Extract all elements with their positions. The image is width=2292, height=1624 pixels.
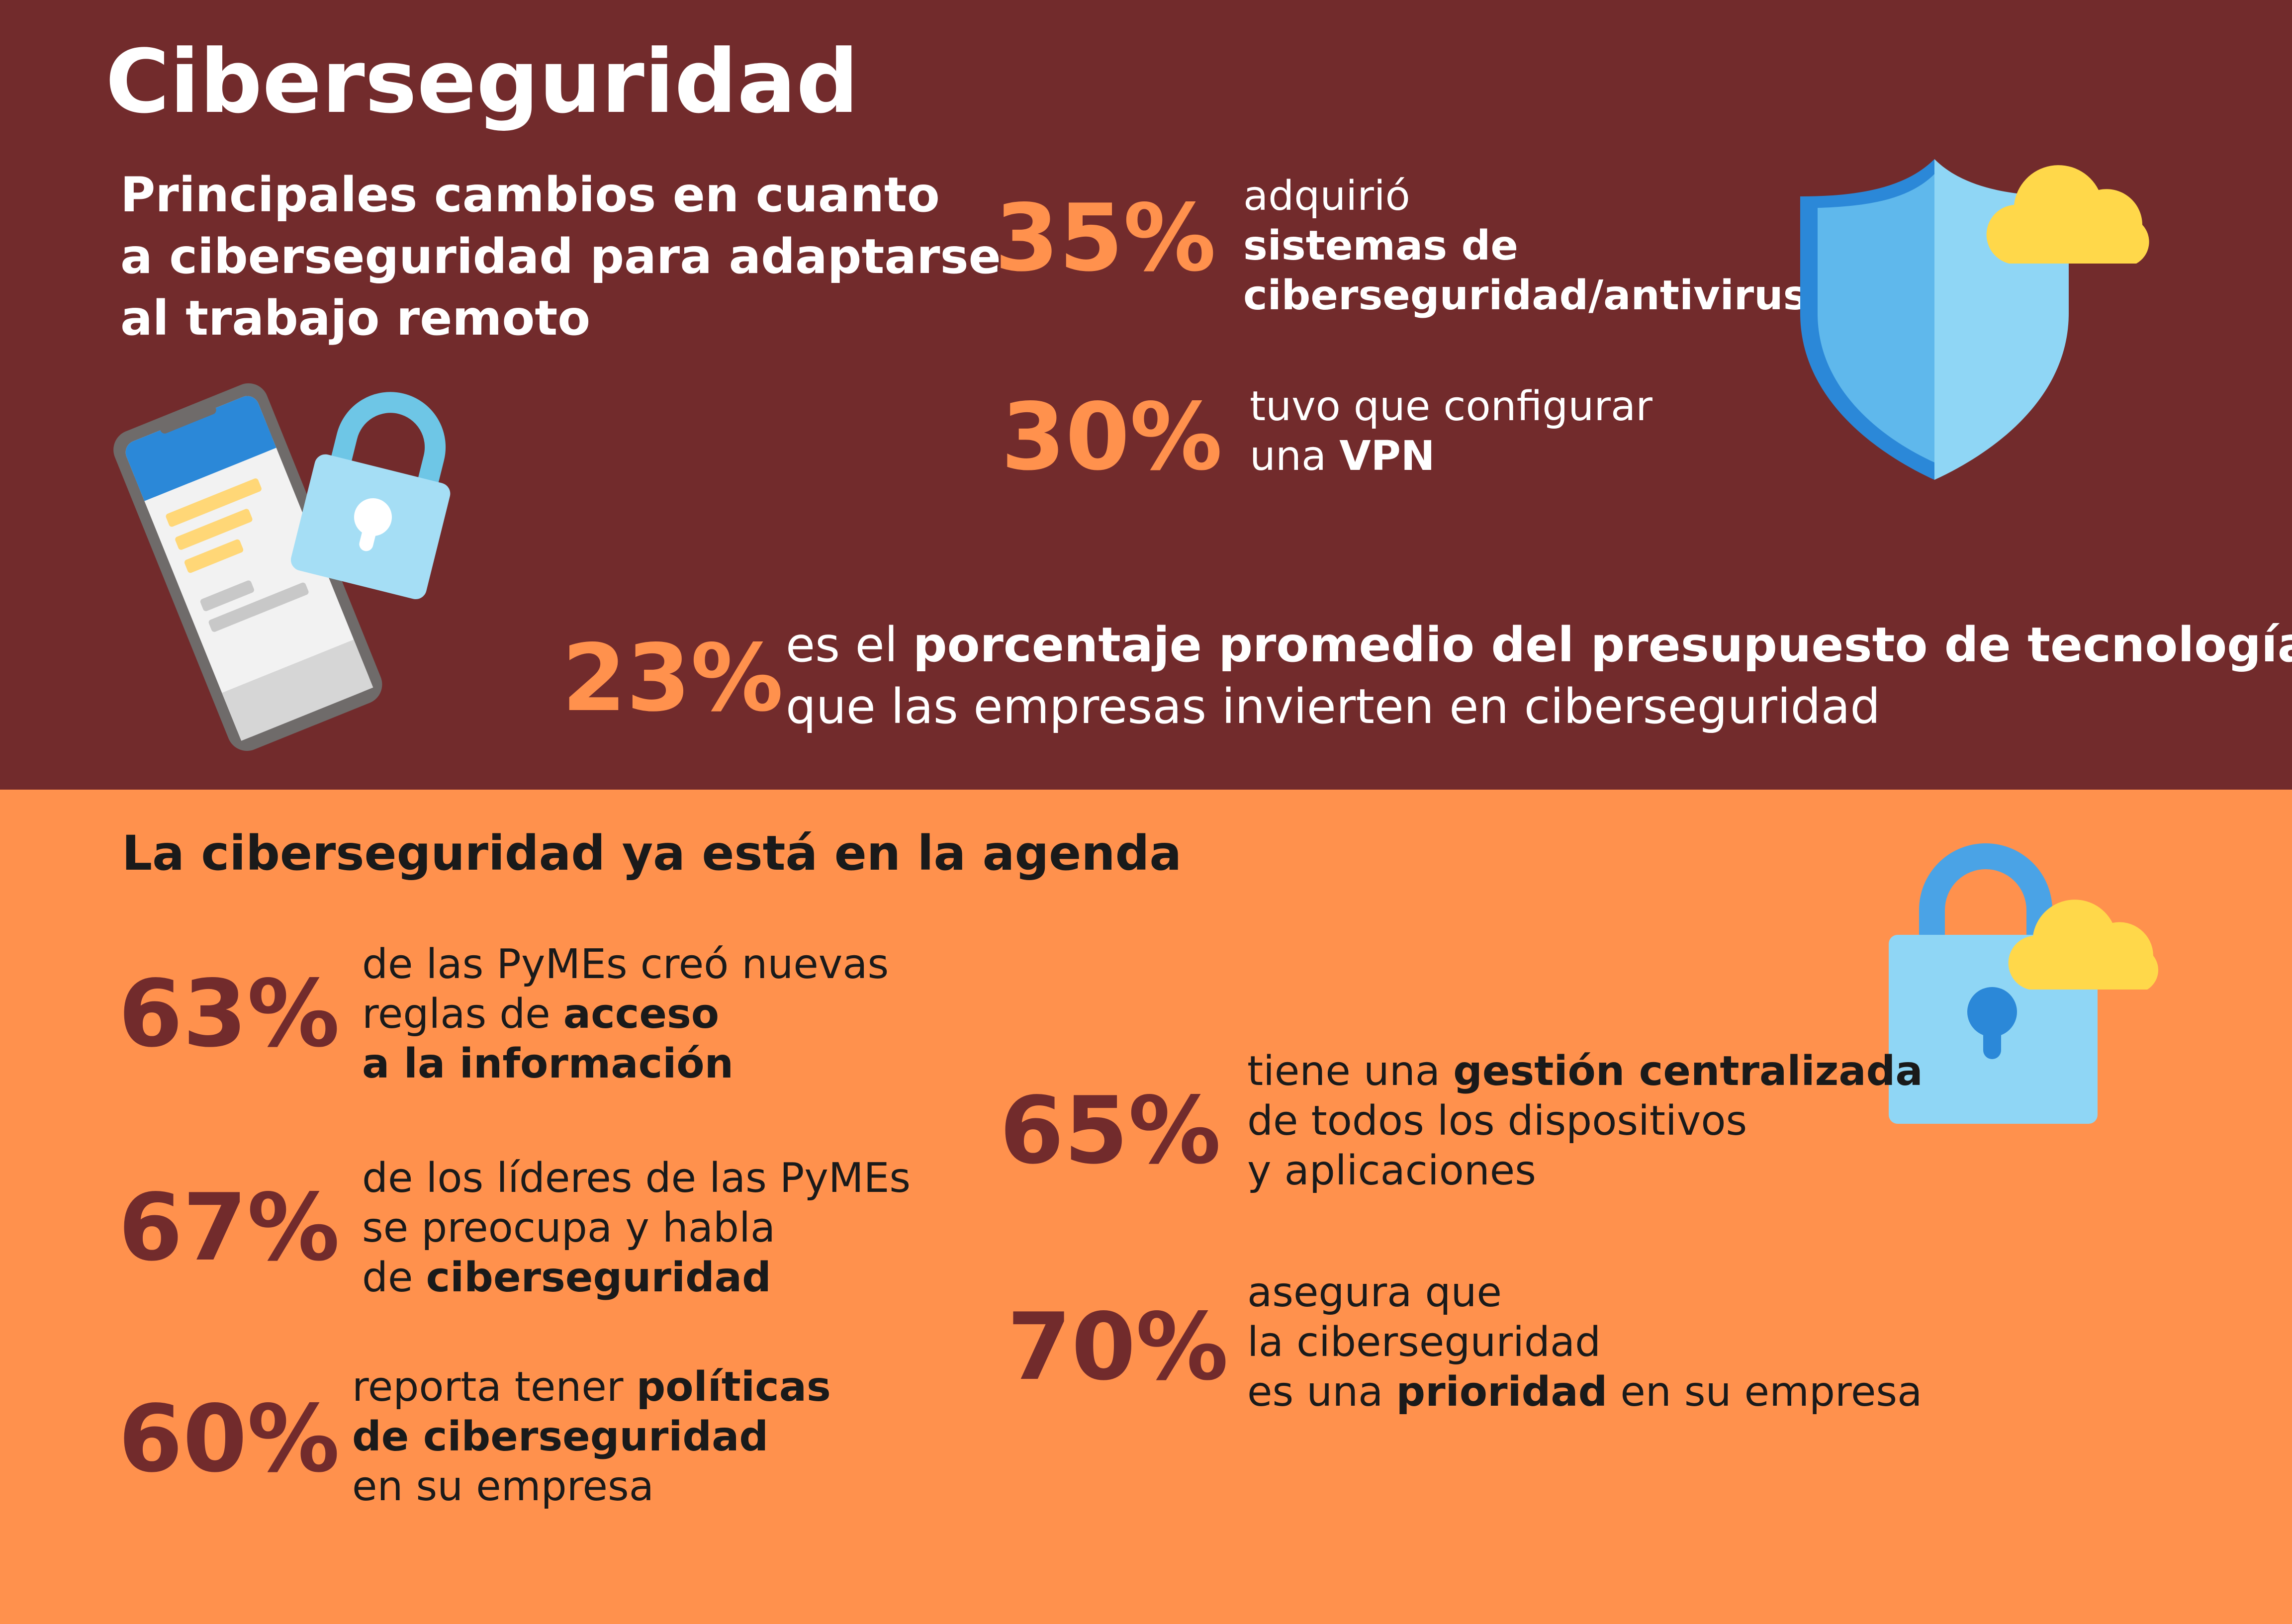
phone-icon: [113, 383, 382, 751]
section-title: La ciberseguridad ya está en la agenda: [122, 825, 1182, 881]
cloud-icon: [1986, 165, 2149, 264]
cloud-icon: [2008, 900, 2159, 990]
subtitle: Principales cambios en cuanto a ciberseg…: [120, 164, 1001, 349]
stat-value: 65%: [1000, 1077, 1221, 1184]
subtitle-line: al trabajo remoto: [120, 290, 591, 346]
stat-value: 35%: [995, 184, 1216, 292]
shield-illustration: [1800, 159, 2149, 480]
stat-description: de los líderes de las PyMEs se preocupa …: [362, 1155, 911, 1301]
stat-value: 67%: [118, 1173, 340, 1281]
stat-description: tiene una gestión centralizada de todos …: [1247, 1048, 1923, 1194]
subtitle-line: a ciberseguridad para adaptarse: [120, 229, 1001, 284]
subtitle-line: Principales cambios en cuanto: [120, 167, 940, 223]
stat-description: reporta tener políticas de cibersegurida…: [352, 1363, 831, 1510]
stat-description: de las PyMEs creó nuevas reglas de acces…: [362, 941, 889, 1087]
page-title: Ciberseguridad: [105, 31, 859, 133]
stat-description: asegura que la ciberseguridad es una pri…: [1247, 1269, 1923, 1416]
stat-description: es el porcentaje promedio del presupuest…: [786, 617, 2292, 734]
bottom-panel: [0, 790, 2292, 1624]
stat-value: 30%: [1001, 383, 1223, 491]
padlock-icon: [290, 392, 451, 600]
stat-value: 70%: [1007, 1293, 1229, 1401]
stat-value: 23%: [562, 624, 784, 732]
padlock-illustration: [1889, 843, 2159, 1124]
stat-description: tuvo que configurar una VPN: [1250, 383, 1652, 480]
stat-value: 60%: [118, 1385, 340, 1493]
stat-description: adquirió sistemas de ciberseguridad/anti…: [1243, 173, 1808, 319]
stat-value: 63%: [118, 960, 340, 1068]
phone-illustration: [113, 383, 451, 751]
